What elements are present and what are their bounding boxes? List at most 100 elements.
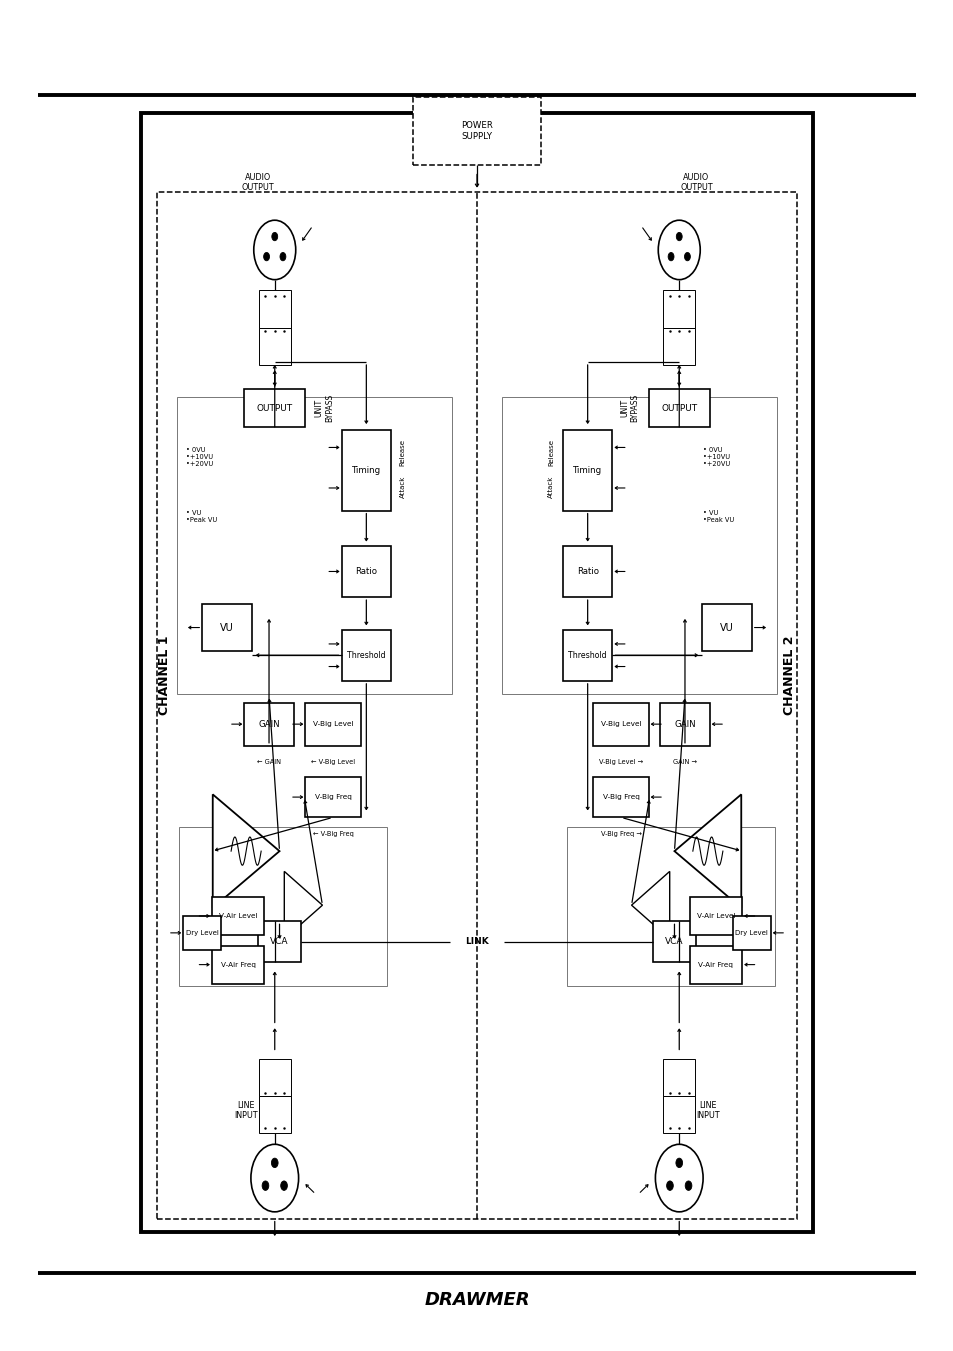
Bar xyxy=(257,921,301,962)
Text: V-Big Level: V-Big Level xyxy=(600,721,640,727)
Polygon shape xyxy=(631,871,669,939)
Text: Release: Release xyxy=(399,439,405,466)
Text: V-Big Freq: V-Big Freq xyxy=(602,794,639,800)
Text: VU: VU xyxy=(220,623,233,632)
Text: Attack: Attack xyxy=(399,476,405,497)
Text: Ratio: Ratio xyxy=(576,567,598,576)
Bar xyxy=(202,604,252,651)
Circle shape xyxy=(658,220,700,280)
Text: • 0VU
•+10VU
•+20VU: • 0VU •+10VU •+20VU xyxy=(186,447,213,466)
Bar xyxy=(177,397,452,694)
Bar xyxy=(141,113,812,1232)
Text: • 0VU
•+10VU
•+20VU: • 0VU •+10VU •+20VU xyxy=(702,447,730,466)
Polygon shape xyxy=(674,794,740,908)
Text: GAIN: GAIN xyxy=(674,720,695,728)
Bar xyxy=(258,328,291,365)
Bar xyxy=(652,921,696,962)
Bar xyxy=(562,546,612,597)
Bar xyxy=(258,1097,291,1133)
Bar xyxy=(689,946,741,984)
Text: Timing: Timing xyxy=(352,466,380,474)
Text: V-Air Level: V-Air Level xyxy=(696,913,735,919)
Text: LINK: LINK xyxy=(465,938,488,946)
Bar xyxy=(212,897,264,935)
Text: UNIT
BYPASS: UNIT BYPASS xyxy=(314,394,334,422)
Text: ← GAIN: ← GAIN xyxy=(256,759,281,765)
Text: POWER
SUPPLY: POWER SUPPLY xyxy=(460,122,493,141)
Text: Dry Level: Dry Level xyxy=(186,929,218,936)
Text: VCA: VCA xyxy=(664,938,683,946)
Text: Release: Release xyxy=(548,439,554,466)
Bar xyxy=(732,916,770,950)
Text: VCA: VCA xyxy=(270,938,289,946)
Bar xyxy=(244,389,305,427)
Bar xyxy=(562,430,612,511)
Circle shape xyxy=(263,253,270,261)
Circle shape xyxy=(253,220,295,280)
Text: VU: VU xyxy=(720,623,733,632)
Bar xyxy=(593,703,648,746)
Text: V-Air Freq: V-Air Freq xyxy=(220,962,255,967)
Text: CHANNEL 1: CHANNEL 1 xyxy=(157,636,171,715)
Text: V-Big Freq →: V-Big Freq → xyxy=(600,831,640,836)
Text: Dry Level: Dry Level xyxy=(735,929,767,936)
Polygon shape xyxy=(213,794,279,908)
Circle shape xyxy=(279,253,286,261)
Bar xyxy=(648,389,709,427)
Text: ← V-Big Level: ← V-Big Level xyxy=(311,759,355,765)
Text: • VU
•Peak VU: • VU •Peak VU xyxy=(702,509,734,523)
Bar xyxy=(179,827,387,986)
Text: Ratio: Ratio xyxy=(355,567,377,576)
Bar xyxy=(662,1097,695,1133)
Bar xyxy=(341,630,391,681)
Circle shape xyxy=(272,232,277,240)
Bar xyxy=(662,328,695,365)
Text: LINE
INPUT: LINE INPUT xyxy=(696,1101,719,1120)
Text: GAIN: GAIN xyxy=(258,720,279,728)
Circle shape xyxy=(676,232,681,240)
Bar xyxy=(183,916,221,950)
Polygon shape xyxy=(284,871,322,939)
Text: CHANNEL 2: CHANNEL 2 xyxy=(782,636,796,715)
Bar xyxy=(662,1059,695,1097)
Text: V-Big Level →: V-Big Level → xyxy=(598,759,642,765)
Circle shape xyxy=(271,1158,278,1167)
Bar xyxy=(305,703,360,746)
Circle shape xyxy=(262,1181,269,1190)
Bar xyxy=(562,630,612,681)
Bar xyxy=(157,192,796,1219)
Circle shape xyxy=(675,1158,682,1167)
Text: V-Air Level: V-Air Level xyxy=(218,913,257,919)
Bar xyxy=(689,897,741,935)
Circle shape xyxy=(655,1144,702,1212)
Circle shape xyxy=(684,1181,691,1190)
Text: V-Big Freq: V-Big Freq xyxy=(314,794,351,800)
Text: Threshold: Threshold xyxy=(347,651,385,659)
Circle shape xyxy=(667,253,674,261)
Circle shape xyxy=(666,1181,673,1190)
Bar xyxy=(244,703,294,746)
Bar xyxy=(305,777,360,817)
Text: AUDIO
OUTPUT: AUDIO OUTPUT xyxy=(241,173,274,192)
Bar xyxy=(413,97,540,165)
Bar xyxy=(341,430,391,511)
Text: OUTPUT: OUTPUT xyxy=(256,404,293,412)
Circle shape xyxy=(251,1144,298,1212)
Text: Attack: Attack xyxy=(548,476,554,497)
Text: • VU
•Peak VU: • VU •Peak VU xyxy=(186,509,217,523)
Bar xyxy=(566,827,774,986)
Text: V-Air Freq: V-Air Freq xyxy=(698,962,733,967)
Text: UNIT
BYPASS: UNIT BYPASS xyxy=(619,394,639,422)
Text: ← V-Big Freq: ← V-Big Freq xyxy=(313,831,353,836)
Text: AUDIO
OUTPUT: AUDIO OUTPUT xyxy=(679,173,712,192)
Text: Threshold: Threshold xyxy=(568,651,606,659)
Bar xyxy=(662,290,695,328)
Bar xyxy=(341,546,391,597)
Text: GAIN →: GAIN → xyxy=(672,759,697,765)
Bar xyxy=(701,604,751,651)
Bar xyxy=(501,397,776,694)
Bar xyxy=(258,290,291,328)
Text: OUTPUT: OUTPUT xyxy=(660,404,697,412)
Bar xyxy=(593,777,648,817)
Text: LINE
INPUT: LINE INPUT xyxy=(234,1101,257,1120)
